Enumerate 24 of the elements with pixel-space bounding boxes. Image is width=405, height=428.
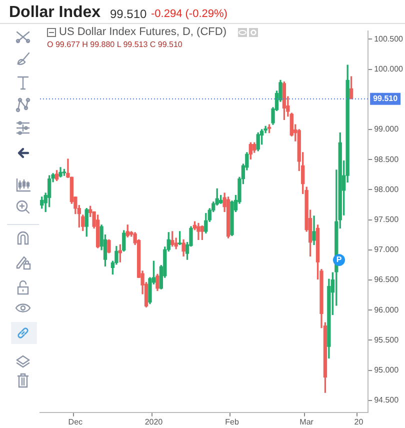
y-tick-label: 100.000 [374,64,404,74]
y-tick-label: 95.000 [374,365,400,374]
annotation: US Dollar Index Futures, D, (CFD) [59,26,226,38]
x-tick-label: 20 [354,417,364,426]
y-tick-label: 100.500 [374,34,404,44]
y-tick-label: 96.000 [374,305,400,314]
ref-line-label: 99.510 [373,94,398,104]
x-tick-label: Dec [68,417,83,426]
y-tick-label: 95.500 [374,335,400,344]
chart-subtitle: 99.510 [110,7,147,21]
chart-title: Dollar Index [9,4,101,22]
y-tick-label: 96.500 [374,275,400,284]
y-tick-label: 97.000 [374,245,400,254]
p-badge: P [333,254,345,266]
y-tick-label: 98.000 [374,184,400,194]
y-tick-label: 94.500 [374,396,400,405]
text: -0.294 (-0.29%) [151,8,228,20]
x-tick-label: Mar [300,417,314,426]
x-tick-label: Feb [225,417,240,426]
y-tick-label: 98.500 [374,154,400,164]
x-tick-label: 2020 [144,417,164,426]
y-tick-label: 99.000 [374,124,400,134]
y-tick-label: 97.500 [374,214,400,224]
annotation: O 99.677 H 99.880 L 99.513 C 99.510 [47,40,182,49]
